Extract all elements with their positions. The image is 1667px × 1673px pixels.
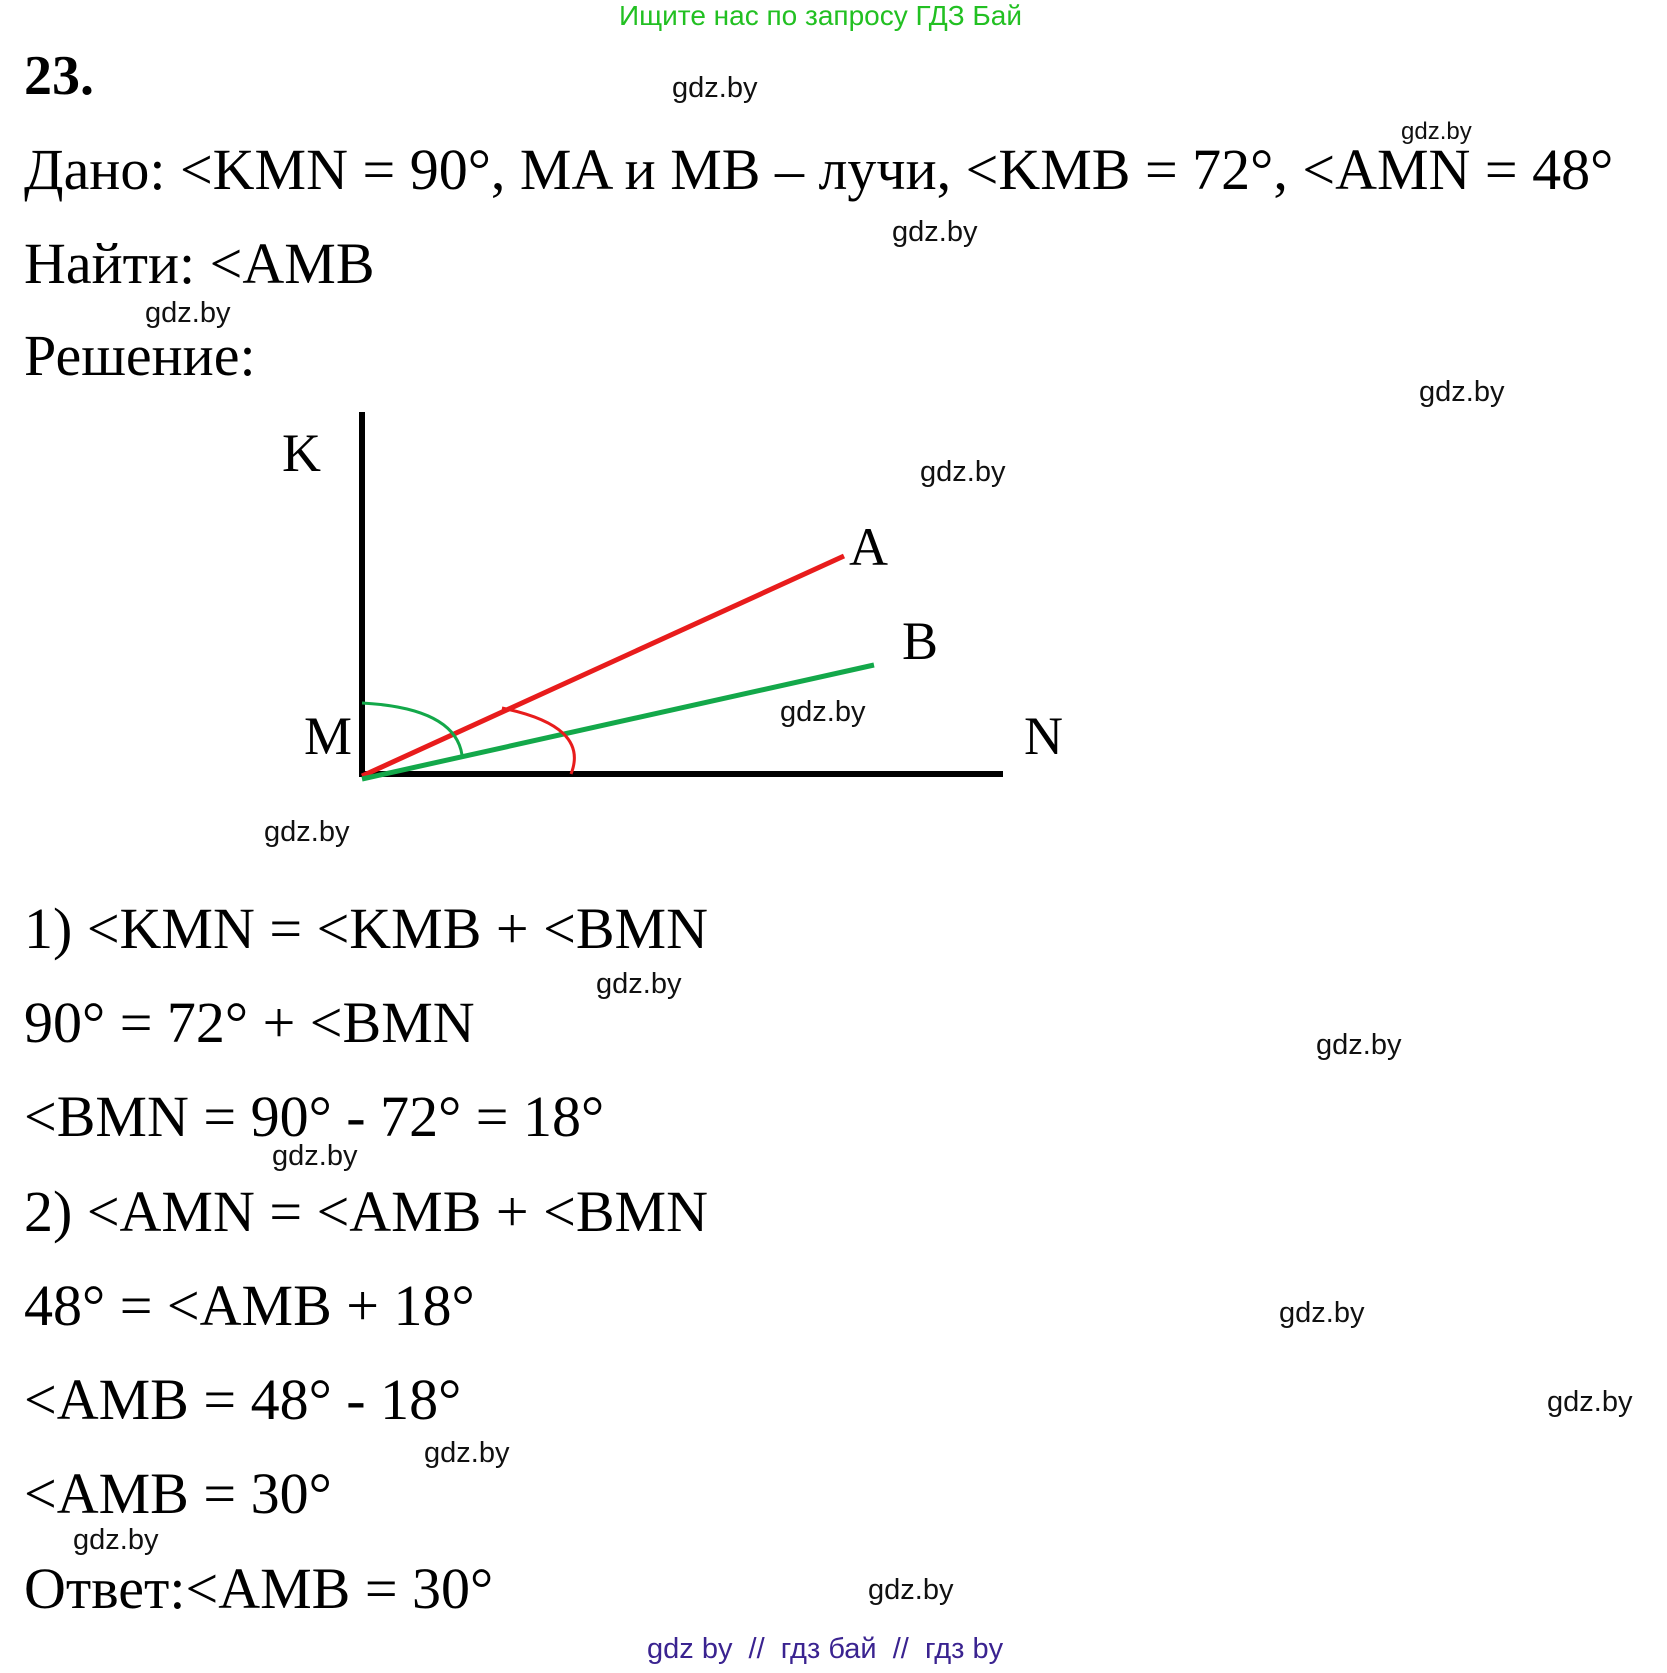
find-line: Найти: <AMB [24,231,375,296]
answer-line: Ответ:<AMB = 30° [24,1556,494,1621]
step-line: <AMB = 48° - 18° [24,1367,462,1432]
given-line: Дано: <KMN = 90°, MA и MB – лучи, <KMB =… [24,137,1614,202]
arc-kmb [361,701,464,756]
solution-label: Решение: [24,323,256,388]
watermark: gdz.by [1401,118,1472,145]
watermark: gdz.by [264,816,350,848]
watermark: gdz.by [892,216,978,248]
watermark: gdz.by [145,297,231,329]
watermark: gdz.by [1316,1029,1402,1061]
step-line: 1) <KMN = <KMB + <BMN [24,896,708,961]
step-line: 48° = <AMB + 18° [24,1273,475,1338]
label-n: N [1024,706,1063,766]
ray-ma [360,553,846,779]
label-b: B [902,611,938,671]
watermark: gdz.by [424,1437,510,1469]
label-k: K [282,423,321,483]
arc-amn [501,706,576,775]
watermark: gdz.by [920,456,1006,488]
watermark: gdz.by [1419,376,1505,408]
watermark: gdz.by [596,968,682,1000]
watermark: gdz.by [1279,1297,1365,1329]
watermark: gdz.by [672,72,758,104]
step-line: 90° = 72° + <BMN [24,990,475,1055]
step-line: <BMN = 90° - 72° = 18° [24,1084,605,1149]
step-line: 2) <AMN = <AMB + <BMN [24,1179,708,1244]
watermark: gdz.by [272,1140,358,1172]
watermark: gdz.by [868,1574,954,1606]
watermark: gdz.by [73,1524,159,1556]
label-m: M [304,706,352,766]
search-hint-header: Ищите нас по запросу ГДЗ Бай [619,0,1023,31]
step-line: <AMB = 30° [24,1461,332,1526]
label-a: A [849,517,888,577]
watermark: gdz.by [1547,1386,1633,1418]
ray-mb [361,662,875,782]
task-number: 23. [24,45,94,107]
watermark: gdz.by [780,696,866,728]
footer-watermark: gdz by // гдз бай // гдз by [647,1633,1004,1665]
